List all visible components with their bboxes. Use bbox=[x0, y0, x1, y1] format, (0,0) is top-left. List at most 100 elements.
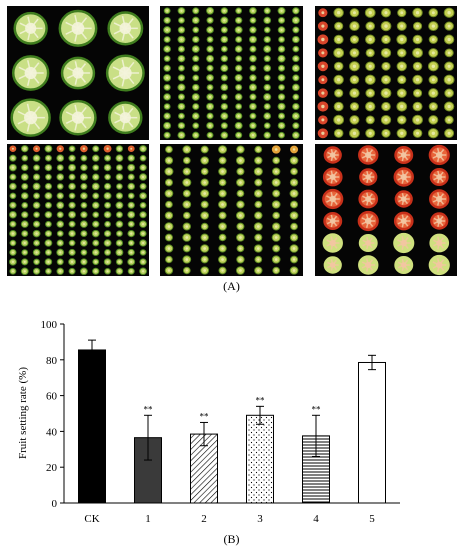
fruit-slice bbox=[127, 258, 136, 266]
fruit-slice bbox=[163, 7, 171, 15]
fruit-slice bbox=[220, 112, 229, 120]
fruit-slice bbox=[33, 258, 40, 266]
fruit-slice bbox=[218, 189, 227, 198]
fruit-slice bbox=[206, 131, 214, 139]
fruit-slice bbox=[165, 200, 173, 209]
fruit-slice bbox=[164, 244, 174, 253]
fruit-slice bbox=[192, 103, 200, 110]
fruit-slice bbox=[9, 248, 17, 256]
fruit-slice bbox=[333, 34, 344, 45]
fruit-slice bbox=[92, 258, 100, 266]
fruit-slice bbox=[139, 183, 147, 190]
fruit-slice bbox=[68, 267, 76, 275]
fruit-slice bbox=[32, 229, 41, 238]
fruit-slice bbox=[91, 154, 100, 162]
fruit-slice bbox=[56, 230, 64, 237]
fruit-slice bbox=[165, 145, 173, 154]
error-bar-4 bbox=[312, 414, 320, 457]
fruit-slice bbox=[292, 93, 300, 101]
fruit-slice bbox=[218, 211, 227, 220]
fruit-slice bbox=[218, 145, 228, 154]
fruit-slice bbox=[56, 192, 64, 200]
fruit-slice bbox=[115, 220, 124, 228]
fruit-slice bbox=[249, 112, 257, 120]
fruit-slice bbox=[163, 112, 171, 120]
fruit-slice bbox=[235, 131, 243, 139]
fruit-slice bbox=[271, 178, 281, 187]
fruit-slice bbox=[182, 167, 191, 176]
fruit-slice bbox=[396, 88, 407, 98]
fruit-slice bbox=[236, 178, 245, 187]
fruit-slice bbox=[412, 21, 423, 31]
fruit-slice bbox=[200, 266, 210, 275]
fruit-slice bbox=[177, 7, 186, 15]
fruit-slice bbox=[317, 88, 328, 98]
photo-panel-6 bbox=[315, 144, 457, 276]
fruit-slice bbox=[103, 163, 112, 172]
fruit-slice bbox=[220, 7, 229, 15]
fruit-slice bbox=[182, 222, 191, 231]
fruit-slice bbox=[218, 156, 227, 165]
fruit-slice bbox=[358, 189, 379, 209]
fruit-slice bbox=[289, 189, 299, 198]
fruit-slice bbox=[236, 189, 245, 198]
fruit-slice bbox=[163, 83, 171, 91]
fruit-slice bbox=[21, 230, 29, 237]
fruit-slice bbox=[333, 101, 344, 112]
fruit-slice bbox=[443, 74, 455, 85]
fruit-slice bbox=[56, 145, 64, 153]
fruit-slice bbox=[139, 192, 147, 200]
fruit-slice bbox=[21, 202, 29, 209]
y-tick-label: 0 bbox=[52, 498, 58, 510]
fruit-slice bbox=[68, 229, 76, 238]
y-axis-label: Fruit setting rate (%) bbox=[17, 367, 29, 459]
fruit-slice bbox=[263, 74, 271, 82]
fruit-slice bbox=[127, 154, 135, 162]
fruit-slice bbox=[163, 16, 171, 24]
fruit-slice bbox=[191, 45, 200, 53]
fruit-slice bbox=[139, 173, 148, 181]
fruit-slice bbox=[236, 222, 245, 231]
fruit-slice bbox=[289, 244, 299, 253]
fruit-slice bbox=[191, 93, 200, 101]
fruit-slice bbox=[164, 266, 174, 275]
fruit-slice bbox=[139, 164, 147, 172]
fruit-slice bbox=[20, 145, 29, 153]
fruit-slice bbox=[292, 55, 300, 63]
panel-b-caption: (B) bbox=[223, 532, 240, 546]
fruit-slice bbox=[127, 248, 135, 256]
fruit-slice bbox=[291, 16, 300, 25]
fruit-slice bbox=[290, 167, 298, 176]
fruit-slice bbox=[79, 220, 88, 228]
fruit-slice bbox=[349, 128, 360, 139]
fruit-slice bbox=[164, 233, 173, 242]
fruit-slice bbox=[182, 200, 192, 209]
fruit-slice bbox=[68, 182, 76, 191]
fruit-slice bbox=[177, 35, 186, 44]
fruit-slice bbox=[127, 145, 135, 152]
fruit-slice bbox=[139, 202, 147, 209]
fruit-slice bbox=[33, 211, 40, 218]
fruit-slice bbox=[349, 102, 360, 111]
fruit-slice bbox=[58, 9, 98, 47]
fruit-slice bbox=[68, 239, 76, 247]
fruit-slice bbox=[8, 163, 17, 172]
fruit-slice bbox=[289, 156, 299, 165]
fruit-slice bbox=[263, 55, 271, 63]
fruit-slice bbox=[381, 101, 391, 112]
fruit-slice bbox=[277, 6, 286, 15]
fruit-slice bbox=[21, 258, 29, 266]
fruit-slice bbox=[103, 144, 112, 153]
fruit-slice bbox=[9, 220, 17, 228]
fruit-slice bbox=[80, 164, 88, 172]
fruit-slice bbox=[317, 34, 329, 45]
fruit-slice bbox=[9, 145, 17, 152]
fruit-slice bbox=[177, 131, 186, 140]
fruit-slice bbox=[44, 201, 52, 209]
fruit-slice bbox=[412, 34, 423, 45]
fruit-slice bbox=[220, 74, 228, 82]
photo-panel-5 bbox=[160, 144, 303, 276]
fruit-slice bbox=[277, 93, 286, 101]
fruit-slice bbox=[56, 164, 64, 171]
fruit-slice bbox=[206, 6, 215, 15]
